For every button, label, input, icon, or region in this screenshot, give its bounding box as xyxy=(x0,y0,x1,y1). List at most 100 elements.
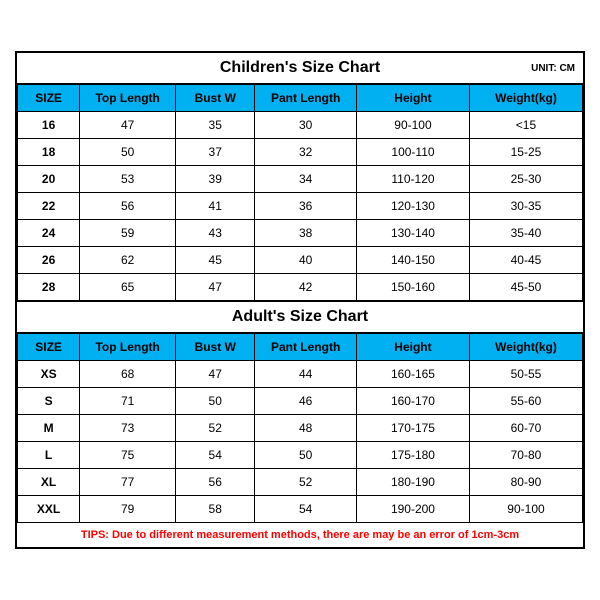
col-size: SIZE xyxy=(18,334,80,361)
table-cell: 22 xyxy=(18,193,80,220)
table-cell: 50 xyxy=(255,442,357,469)
table-cell: 77 xyxy=(80,469,176,496)
table-cell: 38 xyxy=(255,220,357,247)
table-cell: 54 xyxy=(255,496,357,523)
col-weight: Weight(kg) xyxy=(469,85,582,112)
table-cell: 50-55 xyxy=(469,361,582,388)
table-cell: 15-25 xyxy=(469,139,582,166)
table-cell: 140-150 xyxy=(356,247,469,274)
adult-chart-title: Adult's Size Chart xyxy=(17,308,583,326)
table-row: 26624540140-15040-45 xyxy=(18,247,583,274)
col-top: Top Length xyxy=(80,85,176,112)
table-cell: 54 xyxy=(176,442,255,469)
table-cell: 120-130 xyxy=(356,193,469,220)
table-cell: 59 xyxy=(80,220,176,247)
table-cell: 80-90 xyxy=(469,469,582,496)
table-cell: 70-80 xyxy=(469,442,582,469)
table-row: XL775652180-19080-90 xyxy=(18,469,583,496)
table-cell: 47 xyxy=(80,112,176,139)
table-row: XS684744160-16550-55 xyxy=(18,361,583,388)
table-cell: S xyxy=(18,388,80,415)
table-cell: 43 xyxy=(176,220,255,247)
col-size: SIZE xyxy=(18,85,80,112)
table-row: 28654742150-16045-50 xyxy=(18,274,583,301)
table-row: L755450175-18070-80 xyxy=(18,442,583,469)
table-header-row: SIZE Top Length Bust W Pant Length Heigh… xyxy=(18,85,583,112)
table-cell: 40-45 xyxy=(469,247,582,274)
table-cell: 35-40 xyxy=(469,220,582,247)
table-cell: 180-190 xyxy=(356,469,469,496)
children-title-row: Children's Size Chart UNIT: CM xyxy=(17,53,583,84)
table-cell: 90-100 xyxy=(356,112,469,139)
table-cell: 62 xyxy=(80,247,176,274)
table-cell: 20 xyxy=(18,166,80,193)
table-cell: 150-160 xyxy=(356,274,469,301)
col-pant: Pant Length xyxy=(255,85,357,112)
table-cell: 56 xyxy=(176,469,255,496)
col-pant: Pant Length xyxy=(255,334,357,361)
size-chart-container: Children's Size Chart UNIT: CM SIZE Top … xyxy=(15,51,585,549)
table-cell: 24 xyxy=(18,220,80,247)
table-cell: 79 xyxy=(80,496,176,523)
table-cell: 45 xyxy=(176,247,255,274)
table-cell: 30 xyxy=(255,112,357,139)
table-cell: 32 xyxy=(255,139,357,166)
col-bust: Bust W xyxy=(176,334,255,361)
table-cell: 45-50 xyxy=(469,274,582,301)
table-cell: 73 xyxy=(80,415,176,442)
table-cell: 65 xyxy=(80,274,176,301)
table-cell: 39 xyxy=(176,166,255,193)
table-cell: 75 xyxy=(80,442,176,469)
table-row: M735248170-17560-70 xyxy=(18,415,583,442)
table-cell: 35 xyxy=(176,112,255,139)
table-cell: 50 xyxy=(176,388,255,415)
table-cell: 190-200 xyxy=(356,496,469,523)
table-cell: L xyxy=(18,442,80,469)
col-height: Height xyxy=(356,85,469,112)
table-cell: 60-70 xyxy=(469,415,582,442)
table-cell: 58 xyxy=(176,496,255,523)
table-cell: 50 xyxy=(80,139,176,166)
table-header-row: SIZE Top Length Bust W Pant Length Heigh… xyxy=(18,334,583,361)
table-cell: 46 xyxy=(255,388,357,415)
adult-size-table: SIZE Top Length Bust W Pant Length Heigh… xyxy=(17,333,583,523)
table-cell: 56 xyxy=(80,193,176,220)
table-cell: <15 xyxy=(469,112,582,139)
table-row: 18503732100-11015-25 xyxy=(18,139,583,166)
table-cell: 40 xyxy=(255,247,357,274)
table-cell: 160-165 xyxy=(356,361,469,388)
table-cell: 53 xyxy=(80,166,176,193)
col-weight: Weight(kg) xyxy=(469,334,582,361)
table-cell: M xyxy=(18,415,80,442)
table-cell: XXL xyxy=(18,496,80,523)
table-row: S715046160-17055-60 xyxy=(18,388,583,415)
table-cell: 44 xyxy=(255,361,357,388)
table-cell: 170-175 xyxy=(356,415,469,442)
table-row: XXL795854190-20090-100 xyxy=(18,496,583,523)
table-cell: 47 xyxy=(176,361,255,388)
table-cell: 130-140 xyxy=(356,220,469,247)
col-top: Top Length xyxy=(80,334,176,361)
table-cell: 52 xyxy=(255,469,357,496)
table-row: 24594338130-14035-40 xyxy=(18,220,583,247)
table-cell: 68 xyxy=(80,361,176,388)
table-cell: 100-110 xyxy=(356,139,469,166)
table-cell: 160-170 xyxy=(356,388,469,415)
table-cell: 26 xyxy=(18,247,80,274)
adult-title-row: Adult's Size Chart xyxy=(17,301,583,333)
table-cell: 28 xyxy=(18,274,80,301)
table-cell: 34 xyxy=(255,166,357,193)
children-size-table: SIZE Top Length Bust W Pant Length Heigh… xyxy=(17,84,583,301)
col-bust: Bust W xyxy=(176,85,255,112)
table-cell: 42 xyxy=(255,274,357,301)
table-row: 22564136120-13030-35 xyxy=(18,193,583,220)
table-cell: 71 xyxy=(80,388,176,415)
table-cell: 110-120 xyxy=(356,166,469,193)
table-cell: 25-30 xyxy=(469,166,582,193)
table-cell: 16 xyxy=(18,112,80,139)
tips-note: TIPS: Due to different measurement metho… xyxy=(17,523,583,547)
table-cell: XS xyxy=(18,361,80,388)
table-cell: 52 xyxy=(176,415,255,442)
table-cell: 175-180 xyxy=(356,442,469,469)
table-row: 1647353090-100<15 xyxy=(18,112,583,139)
